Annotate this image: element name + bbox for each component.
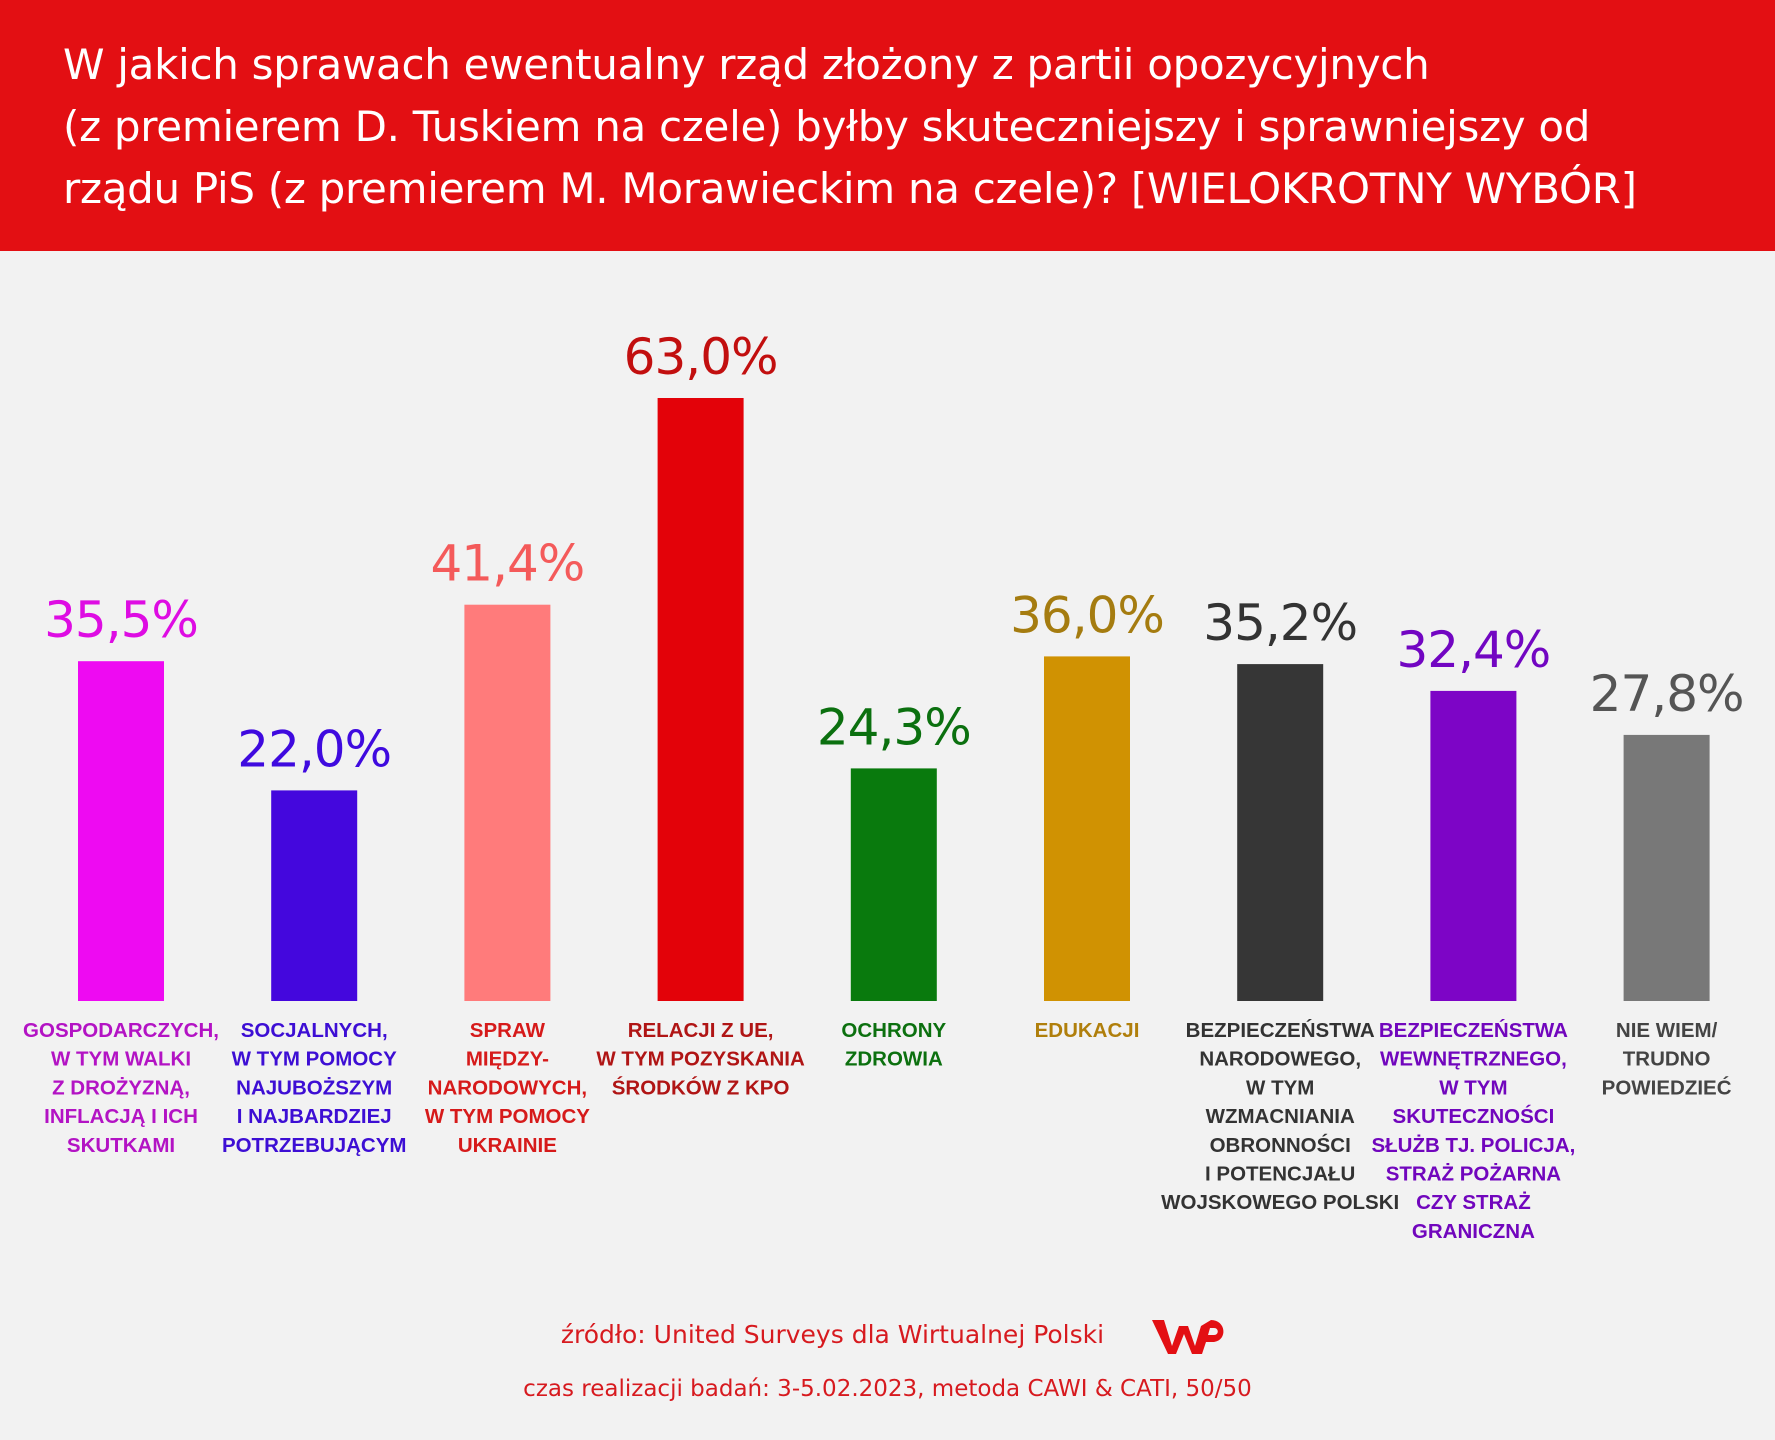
category-label-line: UKRAINIE — [458, 1134, 557, 1157]
bar — [850, 768, 937, 1001]
title-banner: W jakich sprawach ewentualny rząd złożon… — [0, 0, 1775, 251]
category-label-line: BEZPIECZEŃSTWA — [1186, 1019, 1375, 1042]
bar — [1623, 734, 1710, 1001]
data-label: 32,4% — [1396, 621, 1550, 679]
category-label-line: NAJUBOŻSZYM — [236, 1076, 392, 1099]
category-label: SOCJALNYCH, W TYM POMOCY NAJUBOŻSZYM I NAJB… — [222, 1019, 407, 1157]
wp-logo — [1152, 1320, 1224, 1354]
category-label-line: W TYM POMOCY — [425, 1105, 590, 1128]
category-label-line: INFLACJĄ I ICH — [44, 1105, 198, 1128]
data-label: 41,4% — [430, 535, 584, 593]
category-label-line: BEZPIECZEŃSTWA — [1379, 1019, 1568, 1042]
category-label-line: NARODOWEGO, — [1199, 1048, 1361, 1071]
category-label-line: I NAJBARDZIEJ — [237, 1105, 392, 1128]
category-label-line: WOJSKOWEGO POLSKI — [1161, 1191, 1399, 1214]
data-label: 35,5% — [44, 591, 198, 649]
category-label-line: W TYM POMOCY — [232, 1048, 397, 1071]
category-label-line: SŁUŻB TJ. POLICJA, — [1371, 1134, 1575, 1157]
bar — [1430, 690, 1517, 1001]
chart-title-line: (z premierem D. Tuskiem na czele) byłby … — [63, 102, 1591, 151]
category-label-line: MIĘDZY- — [466, 1048, 549, 1071]
category-label-line: ŚRODKÓW Z KPO — [612, 1075, 790, 1099]
category-label-line: TRUDNO — [1623, 1048, 1711, 1071]
category-label-line: SKUTECZNOŚCI — [1393, 1104, 1555, 1128]
category-label-line: W TYM WALKI — [51, 1048, 191, 1071]
category-label: RELACJI Z UE, W TYM POZYSKANIA ŚRODKÓW Z K… — [596, 1019, 805, 1099]
data-label: 36,0% — [1010, 586, 1164, 644]
bar — [464, 604, 551, 1001]
category-label-line: W TYM — [1246, 1076, 1314, 1099]
bar — [78, 661, 164, 1001]
category-label-line: SKUTKAMI — [67, 1134, 175, 1157]
data-label: 27,8% — [1590, 665, 1744, 723]
category-label-line: W TYM — [1439, 1076, 1507, 1099]
category-label-line: RELACJI Z UE, — [628, 1019, 774, 1042]
data-label: 35,2% — [1203, 594, 1357, 652]
category-label-line: WZMACNIANIA — [1206, 1105, 1355, 1128]
category-label-line: OCHRONY — [841, 1019, 946, 1042]
data-label: 24,3% — [817, 698, 971, 756]
data-label: 63,0% — [624, 328, 778, 386]
category-label-line: GOSPODARCZYCH, — [23, 1019, 219, 1042]
chart-title: W jakich sprawach ewentualny rząd złożon… — [63, 34, 1743, 220]
category-label: NIE WIEM/TRUDNO POWIEDZIEĆ — [1602, 1019, 1732, 1099]
category-label-line: CZY STRAŻ — [1416, 1191, 1531, 1214]
category-label-line: ZDROWIA — [845, 1048, 943, 1071]
category-label-line: Z DROŻYZNĄ, — [52, 1076, 190, 1099]
chart-title-line: rządu PiS (z premierem M. Morawieckim na… — [63, 164, 1637, 213]
category-label-line: OBRONNOŚCI — [1210, 1133, 1351, 1157]
category-label-line: GRANICZNA — [1412, 1220, 1535, 1243]
category-label-line: I POTENCJAŁU — [1205, 1163, 1355, 1186]
category-label-line: WEWNĘTRZNEGO, — [1380, 1048, 1567, 1071]
category-label-line: STRAŻ POŻARNA — [1386, 1163, 1562, 1186]
chart-title-line: W jakich sprawach ewentualny rząd złożon… — [63, 40, 1430, 89]
category-label: OCHRONY ZDROWIA — [841, 1019, 946, 1071]
category-label: BEZPIECZEŃSTWA NARODOWEGO, W TYM WZMACNIANI… — [1161, 1019, 1399, 1214]
category-label-line: SOCJALNYCH, — [241, 1019, 388, 1042]
data-label: 22,0% — [237, 720, 391, 778]
source-note: źródło: United Surveys dla Wirtualnej Po… — [0, 1320, 1775, 1349]
source-text: źródło: United Surveys dla Wirtualnej Po… — [560, 1320, 1105, 1349]
category-label-line: EDUKACJI — [1035, 1019, 1140, 1042]
bar — [1044, 656, 1130, 1001]
category-label-line: POWIEDZIEĆ — [1602, 1075, 1732, 1099]
category-label-line: SPRAW — [470, 1019, 546, 1042]
bar — [1237, 664, 1324, 1001]
bar — [271, 790, 358, 1001]
method-note: czas realizacji badań: 3-5.02.2023, meto… — [523, 1376, 1252, 1402]
category-label: EDUKACJI — [1035, 1019, 1140, 1042]
category-label-line: POTRZEBUJĄCYM — [222, 1134, 407, 1157]
category-label-line: NARODOWYCH, — [428, 1076, 587, 1099]
category-label: BEZPIECZEŃSTWA WEWNĘTRZNEGO, W TYM SKUTECZN… — [1371, 1019, 1575, 1243]
bar — [657, 398, 744, 1001]
category-label: SPRAW MIĘDZY- NARODOWYCH, W TYM POMOCY UKRAI… — [425, 1019, 590, 1157]
category-label: GOSPODARCZYCH, W TYM WALKI Z DROŻYZNĄ, INFL… — [23, 1019, 219, 1157]
category-label-line: NIE WIEM/ — [1616, 1019, 1718, 1042]
category-label-line: W TYM POZYSKANIA — [596, 1048, 805, 1071]
